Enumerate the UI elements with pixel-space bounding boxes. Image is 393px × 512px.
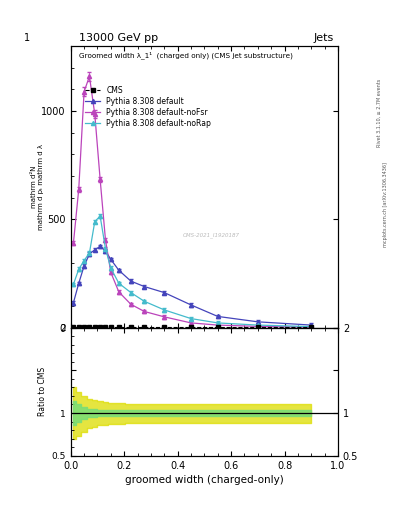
Y-axis label: Ratio to CMS: Ratio to CMS [39, 367, 47, 416]
Pythia 8.308 default [76, 280, 81, 286]
Pythia 8.308 default-noFsr [189, 320, 193, 326]
Pythia 8.308 default-noRap [98, 213, 103, 219]
Line: Pythia 8.308 default-noRap: Pythia 8.308 default-noRap [71, 214, 313, 329]
Line: CMS: CMS [71, 324, 314, 329]
Line: Pythia 8.308 default-noFsr: Pythia 8.308 default-noFsr [71, 74, 313, 329]
CMS [309, 324, 314, 330]
Pythia 8.308 default [108, 257, 113, 263]
Pythia 8.308 default-noFsr [71, 240, 76, 246]
Pythia 8.308 default [87, 251, 92, 257]
Pythia 8.308 default [162, 289, 167, 295]
Pythia 8.308 default [71, 300, 76, 306]
Pythia 8.308 default-noRap [142, 298, 147, 304]
Pythia 8.308 default [103, 248, 108, 254]
Pythia 8.308 default [309, 322, 314, 328]
Pythia 8.308 default-noFsr [76, 186, 81, 192]
Pythia 8.308 default-noFsr [309, 324, 314, 330]
Pythia 8.308 default-noRap [215, 320, 220, 326]
Pythia 8.308 default [189, 302, 193, 308]
Y-axis label: mathrm d²N
mathrm d pₜ mathrm d λ: mathrm d²N mathrm d pₜ mathrm d λ [31, 144, 44, 230]
Pythia 8.308 default [116, 267, 121, 273]
CMS [162, 324, 167, 330]
Pythia 8.308 default-noRap [255, 322, 260, 328]
CMS [98, 324, 103, 330]
CMS [108, 324, 113, 330]
Pythia 8.308 default-noFsr [87, 73, 92, 79]
Pythia 8.308 default-noRap [76, 266, 81, 272]
Pythia 8.308 default-noFsr [116, 289, 121, 295]
CMS [103, 324, 108, 330]
Pythia 8.308 default-noRap [103, 246, 108, 252]
Pythia 8.308 default [92, 247, 97, 253]
CMS [87, 324, 92, 330]
CMS [116, 324, 121, 330]
CMS [92, 324, 97, 330]
Pythia 8.308 default-noRap [71, 281, 76, 287]
Text: 13000 GeV pp: 13000 GeV pp [79, 33, 158, 44]
Pythia 8.308 default-noFsr [108, 269, 113, 275]
Pythia 8.308 default-noRap [87, 250, 92, 256]
Pythia 8.308 default-noFsr [98, 176, 103, 182]
Pythia 8.308 default-noFsr [92, 111, 97, 117]
CMS [71, 324, 76, 330]
Text: 1: 1 [24, 33, 30, 43]
Text: Rivet 3.1.10, ≥ 2.7M events: Rivet 3.1.10, ≥ 2.7M events [377, 78, 382, 147]
Pythia 8.308 default-noFsr [103, 237, 108, 243]
Pythia 8.308 default-noRap [162, 307, 167, 313]
CMS [129, 324, 133, 330]
Pythia 8.308 default [215, 313, 220, 319]
Pythia 8.308 default-noFsr [129, 301, 133, 307]
Pythia 8.308 default-noRap [92, 219, 97, 225]
Line: Pythia 8.308 default: Pythia 8.308 default [71, 244, 313, 327]
CMS [215, 324, 220, 330]
Pythia 8.308 default-noRap [309, 324, 314, 330]
Pythia 8.308 default-noRap [82, 258, 86, 264]
Pythia 8.308 default-noRap [108, 265, 113, 271]
Pythia 8.308 default-noRap [116, 280, 121, 286]
Pythia 8.308 default [129, 278, 133, 284]
CMS [142, 324, 147, 330]
Pythia 8.308 default-noRap [189, 315, 193, 322]
CMS [82, 324, 86, 330]
Text: mcplots.cern.ch [arXiv:1306.3436]: mcplots.cern.ch [arXiv:1306.3436] [383, 162, 387, 247]
Pythia 8.308 default-noFsr [82, 89, 86, 95]
CMS [255, 324, 260, 330]
Pythia 8.308 default [82, 263, 86, 269]
Pythia 8.308 default-noFsr [142, 308, 147, 314]
Pythia 8.308 default-noFsr [162, 314, 167, 320]
CMS [189, 324, 193, 330]
Text: Jets: Jets [314, 33, 334, 44]
Text: CMS-2021_I1920187: CMS-2021_I1920187 [183, 232, 240, 238]
Text: Groomed width λ_1¹  (charged only) (CMS jet substructure): Groomed width λ_1¹ (charged only) (CMS j… [79, 52, 293, 59]
Pythia 8.308 default [255, 319, 260, 325]
Pythia 8.308 default-noFsr [255, 323, 260, 329]
Pythia 8.308 default [142, 284, 147, 290]
Pythia 8.308 default [98, 243, 103, 249]
Pythia 8.308 default-noFsr [215, 322, 220, 328]
X-axis label: groomed width (charged-only): groomed width (charged-only) [125, 475, 284, 485]
Pythia 8.308 default-noRap [129, 289, 133, 295]
Legend: CMS, Pythia 8.308 default, Pythia 8.308 default-noFsr, Pythia 8.308 default-noRa: CMS, Pythia 8.308 default, Pythia 8.308 … [83, 83, 213, 130]
CMS [76, 324, 81, 330]
